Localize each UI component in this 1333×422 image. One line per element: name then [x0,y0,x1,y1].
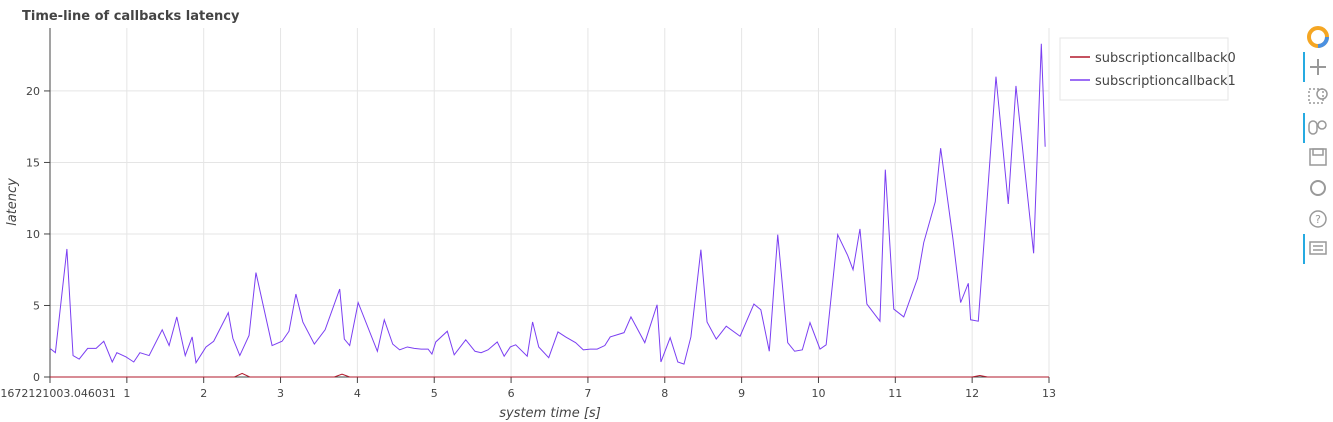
x-tick-label: 10 [811,387,825,400]
legend-box [1059,37,1229,101]
y-tick-label: 0 [33,371,40,384]
x-axis-label: system time [s] [499,406,601,421]
series-line [50,372,1049,378]
x-tick-label: 8 [661,387,668,400]
series-line [49,43,1046,365]
x-tick-label: 13 [1042,387,1056,400]
legend-label: subscriptioncallback1 [1095,74,1236,89]
x-tick-label: 2 [200,387,207,400]
x-tick-label: 4 [354,387,361,400]
legend-label: subscriptioncallback0 [1095,51,1236,66]
x-tick-label: 12 [965,387,979,400]
logo [1307,26,1329,48]
chart-title: Time-line of callbacks latency [22,9,240,24]
x-tick-label: 3 [277,387,284,400]
toolbar: ? [1303,26,1329,264]
x-tick-label: 6 [508,387,515,400]
y-tick-label: 20 [26,85,40,98]
hover-tool[interactable] [1309,241,1327,255]
y-tick-label: 5 [33,299,40,312]
x-tick-label: 1 [123,387,130,400]
y-tick-label: 15 [26,156,40,169]
y-axis-label: latency [5,178,20,226]
pan-tool[interactable] [1310,59,1326,75]
active-bar [1303,234,1305,264]
x-tick-label: 0+1672121003.046031 [0,387,116,400]
y-tick-label: 10 [26,228,40,241]
x-tick-label: 7 [584,387,591,400]
x-tick-label: 11 [888,387,902,400]
x-tick-label: 5 [431,387,438,400]
save-tool[interactable] [1309,148,1327,166]
active-bar [1303,52,1305,82]
reset-tool[interactable] [1310,180,1326,196]
chart: Time-line of callbacks latency system ti… [0,9,1236,421]
box-zoom-tool[interactable] [1308,88,1328,104]
active-bar [1303,113,1305,143]
help-tool[interactable]: ? [1309,210,1327,228]
wheel-zoom-tool[interactable] [1308,120,1327,135]
svg-text:?: ? [1315,213,1321,226]
x-tick-label: 9 [738,387,745,400]
